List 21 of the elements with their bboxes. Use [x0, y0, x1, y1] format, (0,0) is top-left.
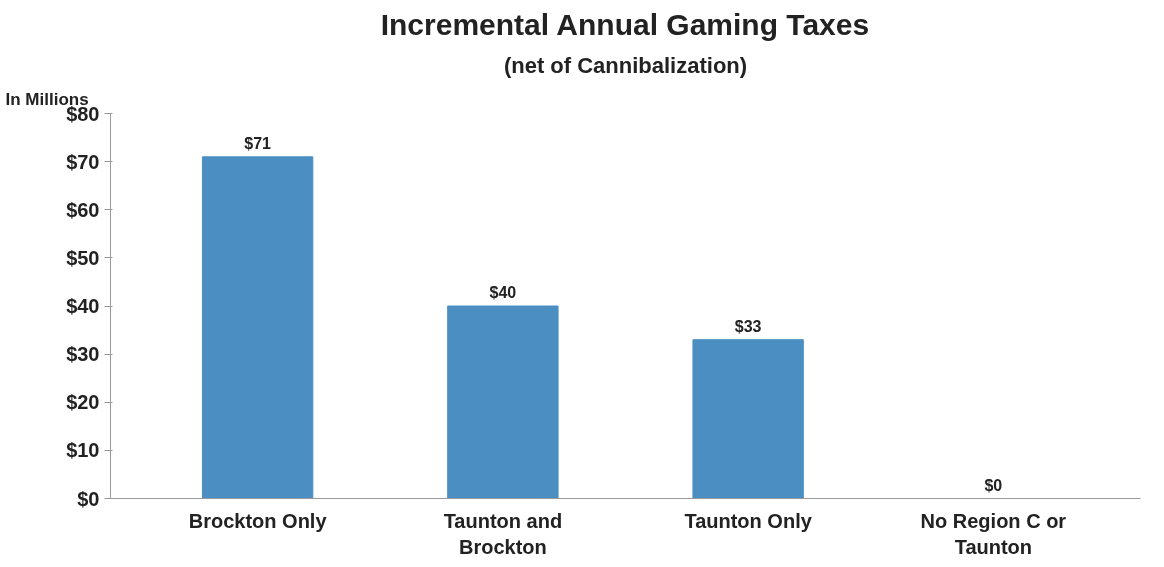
bar: [447, 305, 559, 499]
y-tick-label: $30: [66, 343, 100, 366]
y-tick-label: $60: [66, 198, 100, 221]
data-label: $71: [244, 134, 272, 152]
data-label: $40: [489, 284, 517, 301]
y-tick-label: $40: [66, 295, 100, 317]
x-tick-label: No Region C or Taunton: [920, 509, 1067, 558]
y-tick-label: $50: [66, 246, 100, 269]
data-label: $0: [984, 476, 1003, 494]
y-tick-label: $0: [77, 487, 100, 510]
y-tick-label: $20: [66, 391, 100, 414]
bar: [692, 339, 804, 499]
chart-subtitle: (net of Cannibalization): [503, 52, 748, 78]
y-tick-label: $10: [66, 439, 100, 462]
data-label: $33: [734, 317, 762, 335]
x-tick-label: Taunton Only: [684, 509, 813, 532]
chart-title: Incremental Annual Gaming Taxes: [380, 7, 870, 41]
y-tick-label: $70: [66, 150, 100, 173]
x-tick-label: Taunton and Brockton: [443, 509, 563, 558]
x-tick-label: Brockton Only: [188, 509, 328, 532]
bar: [201, 156, 314, 499]
